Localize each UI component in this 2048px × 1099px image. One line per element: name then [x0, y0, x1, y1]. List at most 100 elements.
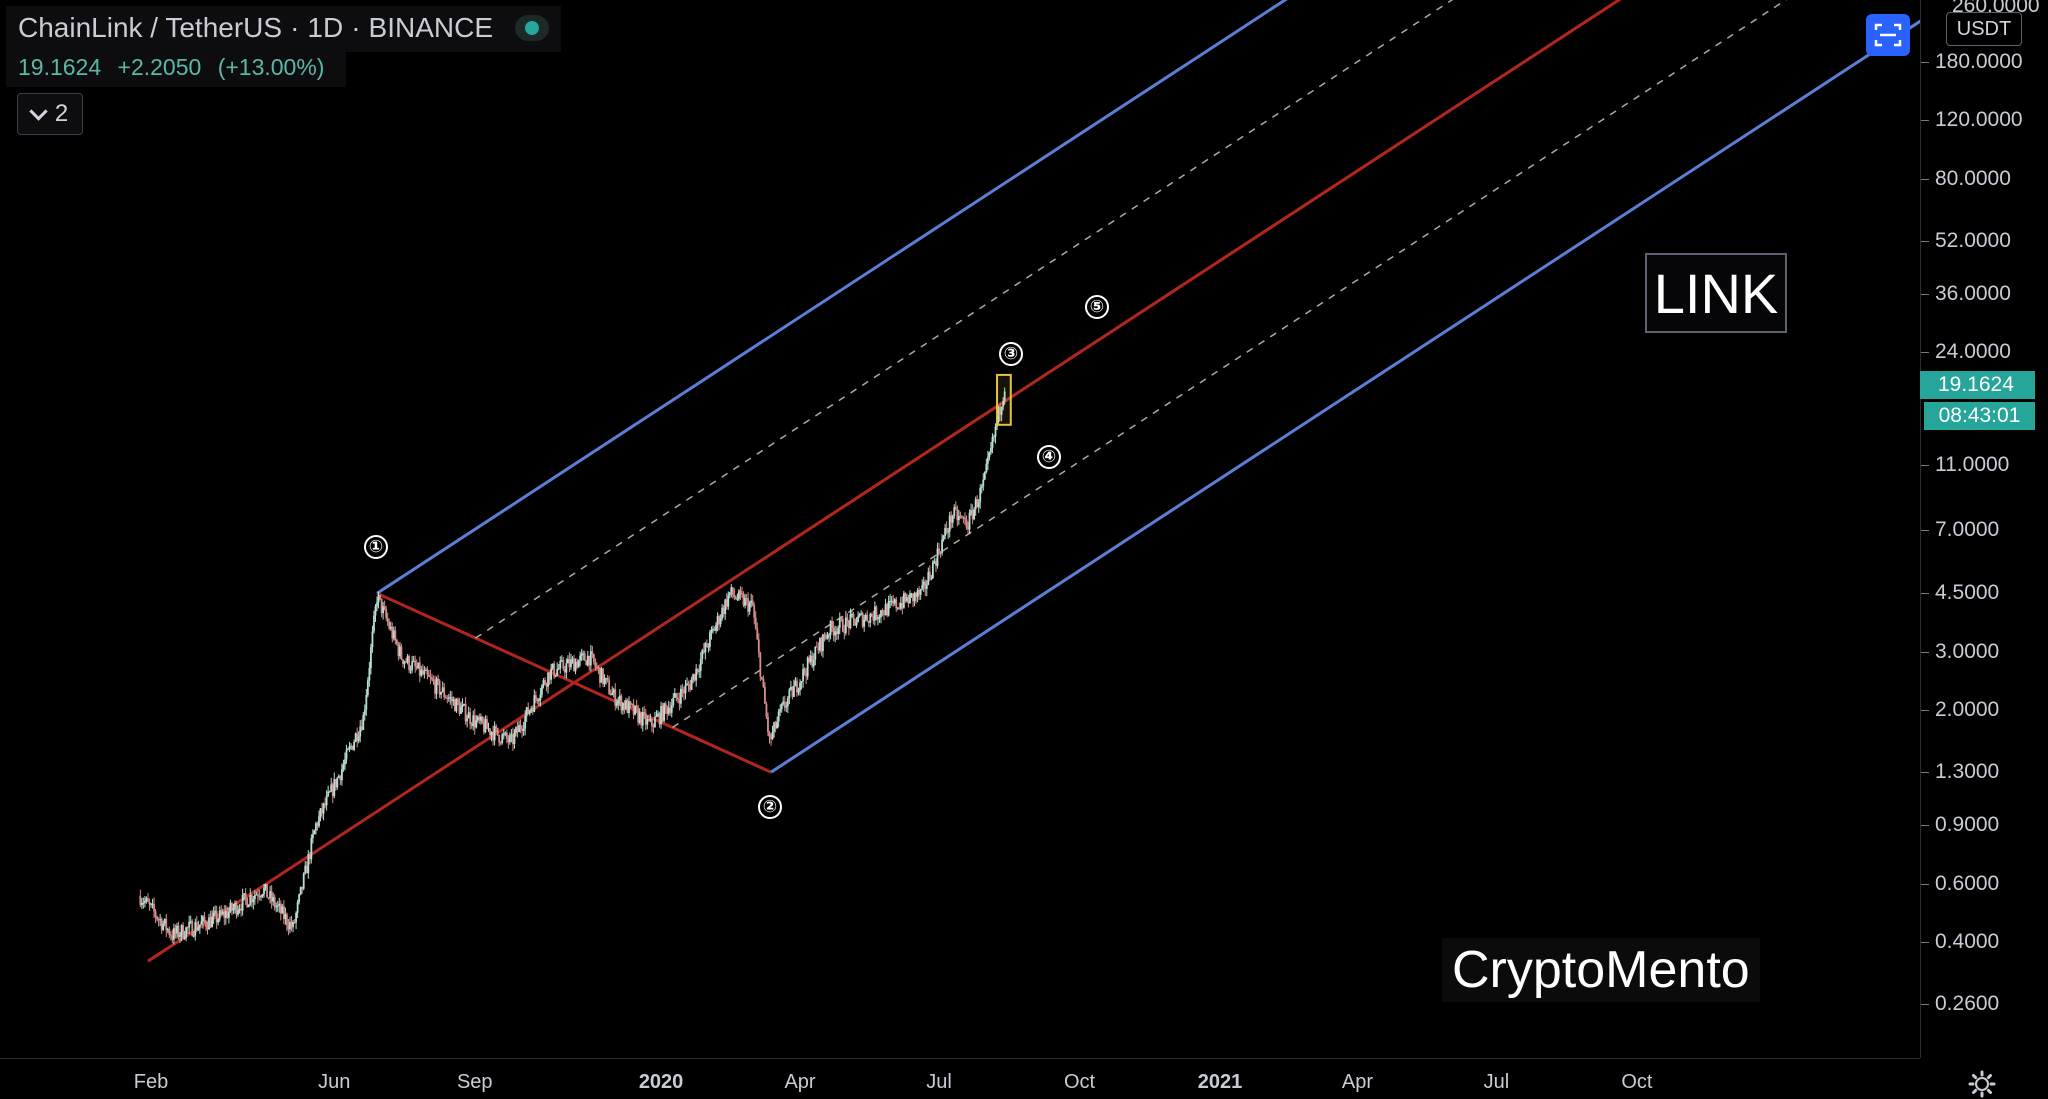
- candle: [634, 705, 637, 716]
- candle-body: [391, 626, 394, 639]
- candle-body: [770, 736, 772, 740]
- candle-body: [667, 707, 670, 714]
- candle: [576, 658, 578, 669]
- candle: [623, 700, 626, 714]
- candle: [139, 889, 142, 908]
- candle: [304, 860, 307, 875]
- candle-body: [380, 598, 383, 614]
- candle-body: [974, 499, 977, 510]
- candle: [339, 775, 342, 785]
- candle: [596, 662, 598, 672]
- candle-body: [469, 712, 472, 725]
- candle-body: [556, 669, 559, 676]
- wave-label-5[interactable]: ⑤: [1085, 295, 1109, 319]
- market-status-icon[interactable]: [515, 15, 549, 41]
- price-tick: 24.0000: [1935, 340, 2011, 364]
- candle: [647, 714, 650, 722]
- time-axis[interactable]: [0, 1058, 1920, 1099]
- candle: [501, 732, 504, 745]
- price-tick-mark: [1921, 62, 1929, 63]
- candle: [938, 542, 940, 556]
- candle-body: [240, 908, 243, 911]
- candle: [573, 654, 575, 672]
- candle: [318, 810, 320, 828]
- candle-body: [189, 921, 192, 923]
- wave-label-2[interactable]: ②: [758, 795, 782, 819]
- candle: [156, 915, 159, 922]
- candle: [504, 731, 507, 737]
- candle: [919, 588, 922, 600]
- candle-body: [366, 680, 369, 696]
- currency-badge[interactable]: USDT: [1946, 12, 2022, 46]
- candle: [855, 617, 858, 628]
- candle: [690, 676, 693, 691]
- candle: [168, 926, 171, 939]
- symbol-legend[interactable]: ChainLink / TetherUS · 1D · BINANCE: [6, 6, 561, 52]
- candle-body: [767, 716, 769, 733]
- wave-label-4[interactable]: ④: [1037, 445, 1061, 469]
- candle-body: [550, 668, 553, 680]
- candle-body: [600, 668, 603, 683]
- candle-body: [709, 632, 711, 647]
- candle: [165, 914, 168, 938]
- candle-body: [435, 678, 438, 694]
- gear-icon[interactable]: [1968, 1070, 1996, 1098]
- candle: [394, 626, 397, 645]
- candlestick-series: [139, 387, 1006, 945]
- candle-body: [782, 701, 785, 704]
- candle: [227, 907, 230, 924]
- symbol-text-box[interactable]: LINK: [1645, 253, 1787, 333]
- candle-body: [731, 587, 734, 596]
- candle-body: [756, 628, 759, 640]
- candle: [864, 613, 867, 622]
- fit-screen-icon: [1874, 23, 1902, 47]
- candle: [473, 708, 476, 735]
- collapse-indicators-button[interactable]: 2: [17, 93, 83, 135]
- candle-body: [373, 615, 375, 632]
- price-tick: 3.0000: [1935, 639, 2000, 663]
- price-axis[interactable]: [1920, 0, 2048, 1058]
- candle: [802, 663, 804, 688]
- candle: [909, 590, 911, 604]
- candle-body: [508, 735, 511, 743]
- candle: [661, 703, 664, 723]
- candle: [148, 898, 151, 911]
- candle: [942, 534, 945, 542]
- candle-body: [606, 678, 609, 681]
- candle-body: [534, 695, 537, 699]
- candle: [336, 776, 339, 790]
- auto-fit-button[interactable]: [1866, 14, 1910, 56]
- candle-body: [221, 911, 224, 915]
- candle: [994, 423, 997, 444]
- candle: [374, 604, 377, 622]
- candle: [728, 592, 731, 599]
- candle-body: [922, 581, 925, 586]
- candle: [947, 527, 950, 539]
- candle-body: [701, 650, 704, 659]
- candle: [615, 698, 618, 709]
- candle: [496, 727, 499, 736]
- candle-body: [386, 618, 389, 623]
- candle-body: [777, 711, 780, 722]
- candle: [788, 687, 791, 705]
- wave-label-1[interactable]: ①: [364, 535, 388, 559]
- candle: [521, 725, 523, 738]
- candle: [991, 433, 994, 454]
- wave-label-3[interactable]: ③: [999, 342, 1023, 366]
- candle: [716, 612, 719, 632]
- price-tick-mark: [1921, 529, 1929, 531]
- candle-body: [649, 718, 652, 721]
- candle: [415, 659, 418, 671]
- candle-body: [278, 903, 281, 906]
- candle-body: [759, 652, 762, 677]
- candle: [985, 458, 988, 474]
- candle-body: [218, 910, 221, 920]
- candle: [933, 557, 936, 564]
- candle-body: [289, 921, 291, 930]
- candle-body: [461, 704, 464, 707]
- candle-body: [722, 607, 725, 614]
- candle-body: [776, 721, 779, 729]
- candle-body: [611, 692, 614, 696]
- candle-body: [982, 479, 985, 487]
